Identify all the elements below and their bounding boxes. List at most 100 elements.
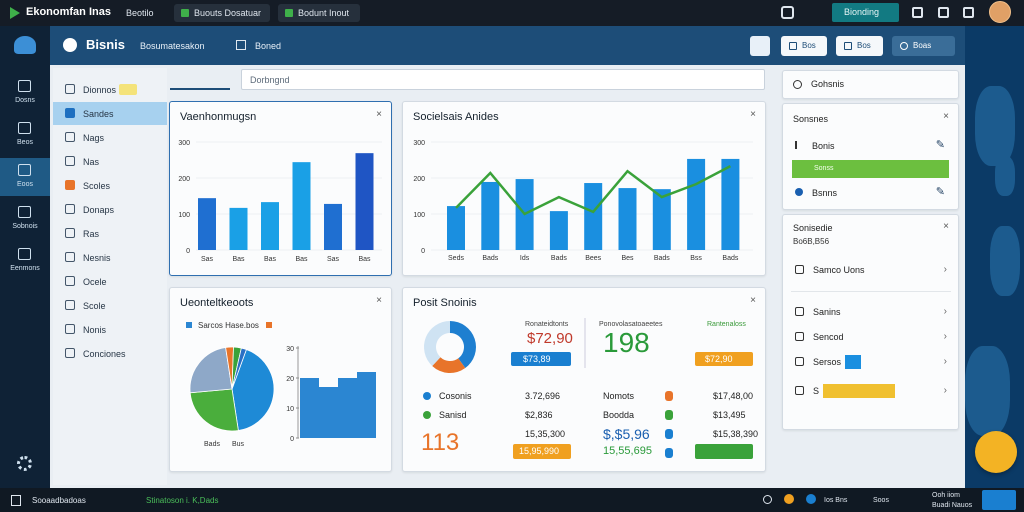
list-item[interactable]: Sencod › bbox=[791, 328, 951, 346]
edit-icon: ✎ bbox=[935, 186, 945, 198]
pie-slice bbox=[189, 388, 239, 432]
y-tick-label: 200 bbox=[413, 176, 425, 183]
chart bbox=[424, 318, 586, 373]
row-label: $,$5,96 bbox=[603, 426, 650, 442]
search-box[interactable]: Dorbngnd bbox=[241, 69, 765, 90]
sidebar-label: Sandes bbox=[83, 109, 114, 119]
tab[interactable]: Beotilo bbox=[124, 4, 170, 22]
sidebar-icon bbox=[65, 108, 75, 118]
card: Vaenhonmugsn × 0 100 200 300 Sas Bas Bas Bas Sas Ba… bbox=[169, 101, 392, 276]
value-button[interactable] bbox=[695, 444, 753, 459]
sidebar-item[interactable]: Nags bbox=[53, 126, 167, 149]
y-tick-label: 100 bbox=[178, 212, 190, 219]
sidebar-item[interactable]: Nas bbox=[53, 150, 167, 173]
pie-slice bbox=[231, 349, 275, 431]
rail-item[interactable]: Eoos bbox=[0, 158, 50, 196]
rail-item[interactable]: Beos bbox=[0, 116, 50, 154]
rail-item[interactable]: Eenmons bbox=[0, 242, 50, 280]
header-button[interactable]: Bos bbox=[781, 36, 827, 56]
row-value: 15,35,300 bbox=[525, 429, 566, 439]
sidebar-item[interactable]: Ocele bbox=[53, 270, 167, 293]
list-item[interactable]: Samco Uons › bbox=[791, 261, 951, 279]
button-label: Bionding bbox=[844, 7, 880, 17]
sidebar-item[interactable]: Ras bbox=[53, 222, 167, 245]
legend-label: Sarcos Hase.bos bbox=[198, 321, 259, 330]
list-item[interactable]: Bonis ✎ bbox=[792, 137, 949, 155]
sidebar-label: Dionnos bbox=[83, 85, 117, 95]
y-tick-label: 300 bbox=[413, 140, 425, 147]
list-item[interactable]: Sonss bbox=[792, 160, 949, 178]
chevron: › bbox=[943, 306, 947, 317]
icon bbox=[806, 494, 816, 504]
close-icon[interactable]: × bbox=[376, 109, 382, 120]
card-subtitle: Bo6B,B56 bbox=[793, 237, 830, 246]
sidebar-item[interactable]: Dionnos bbox=[53, 78, 167, 101]
donut-slice bbox=[424, 321, 450, 366]
icon[interactable] bbox=[938, 7, 949, 18]
map-land bbox=[965, 346, 1010, 436]
close-icon[interactable]: × bbox=[943, 111, 949, 122]
tab[interactable]: Bodunt Inout bbox=[278, 4, 360, 22]
row-label: 15,55,695 bbox=[603, 445, 652, 457]
close-icon[interactable]: × bbox=[750, 109, 756, 120]
bar bbox=[300, 378, 319, 438]
sidebar-item[interactable]: Nesnis bbox=[53, 246, 167, 269]
sidebar-item[interactable]: Scole bbox=[53, 294, 167, 317]
x-tick-label: Bas bbox=[232, 256, 245, 263]
header-button[interactable]: Bos bbox=[836, 36, 883, 56]
list-item[interactable]: Bsnns ✎ bbox=[792, 184, 949, 202]
settings-icon[interactable] bbox=[17, 456, 32, 471]
bar bbox=[355, 153, 374, 250]
rail-item[interactable]: Sobnois bbox=[0, 200, 50, 238]
button-icon bbox=[789, 42, 797, 50]
search-placeholder: Dorbngnd bbox=[250, 75, 290, 85]
close-icon[interactable]: × bbox=[376, 295, 382, 306]
card: Socielsais Anides × 0 100 200 300 Seds Bads Ids B… bbox=[402, 101, 766, 276]
sidebar-label: Donaps bbox=[83, 205, 115, 215]
stat-value: $72,90 bbox=[527, 330, 573, 347]
x-tick-label: Bas bbox=[264, 256, 277, 263]
button[interactable]: Bionding bbox=[832, 3, 899, 22]
footer-item: Buadi Nauos bbox=[932, 502, 973, 509]
footer-item: Ooh iiom bbox=[932, 492, 961, 499]
bar bbox=[618, 188, 637, 250]
fab[interactable] bbox=[975, 431, 1017, 473]
sidebar-item[interactable]: Nonis bbox=[53, 318, 167, 341]
value-button[interactable]: 15,95,990 bbox=[513, 444, 571, 459]
bar bbox=[319, 387, 338, 438]
sidebar-item[interactable]: Sandes bbox=[53, 102, 167, 125]
map-background bbox=[965, 26, 1024, 488]
x-tick-label: Sas bbox=[327, 256, 340, 263]
header-button[interactable]: Boas bbox=[892, 36, 955, 56]
tab-label: Beotilo bbox=[126, 8, 154, 18]
list-item[interactable]: Sersos › bbox=[791, 353, 951, 371]
sidebar-item[interactable]: Donaps bbox=[53, 198, 167, 221]
icon[interactable] bbox=[912, 7, 923, 18]
bar bbox=[338, 378, 357, 438]
header-menu: Boned bbox=[255, 41, 282, 51]
rail-item[interactable]: Dosns bbox=[0, 74, 50, 112]
list-item[interactable]: Sanins › bbox=[791, 303, 951, 321]
avatar[interactable] bbox=[989, 1, 1011, 23]
tab[interactable]: Buouts Dosatuar bbox=[174, 4, 270, 22]
chart: 0 100 200 300 Sas Bas Bas Bas Sas Bas bbox=[178, 140, 382, 263]
sidebar-item[interactable]: Conciones bbox=[53, 342, 167, 365]
icon-button[interactable] bbox=[750, 36, 770, 56]
close-icon[interactable]: × bbox=[750, 295, 756, 306]
row-dot bbox=[665, 410, 673, 420]
tab-icon bbox=[285, 9, 293, 17]
tab-underline bbox=[170, 88, 230, 90]
sidebar-item[interactable]: Scoles bbox=[53, 174, 167, 197]
list-item[interactable]: S › bbox=[791, 382, 951, 400]
item-label: Samco Uons bbox=[813, 265, 865, 275]
sidebar-badge bbox=[119, 84, 137, 95]
sidebar-icon bbox=[65, 348, 75, 358]
footer-button[interactable] bbox=[982, 490, 1016, 510]
icon[interactable] bbox=[963, 7, 974, 18]
stat-badge: $72,90 bbox=[695, 352, 753, 366]
footer-item: Ios Bns bbox=[824, 497, 848, 504]
close-icon[interactable]: × bbox=[943, 221, 949, 232]
sidebar-label: Scoles bbox=[83, 181, 111, 191]
card-title: Posit Snoinis bbox=[413, 297, 477, 309]
bar bbox=[652, 189, 671, 250]
